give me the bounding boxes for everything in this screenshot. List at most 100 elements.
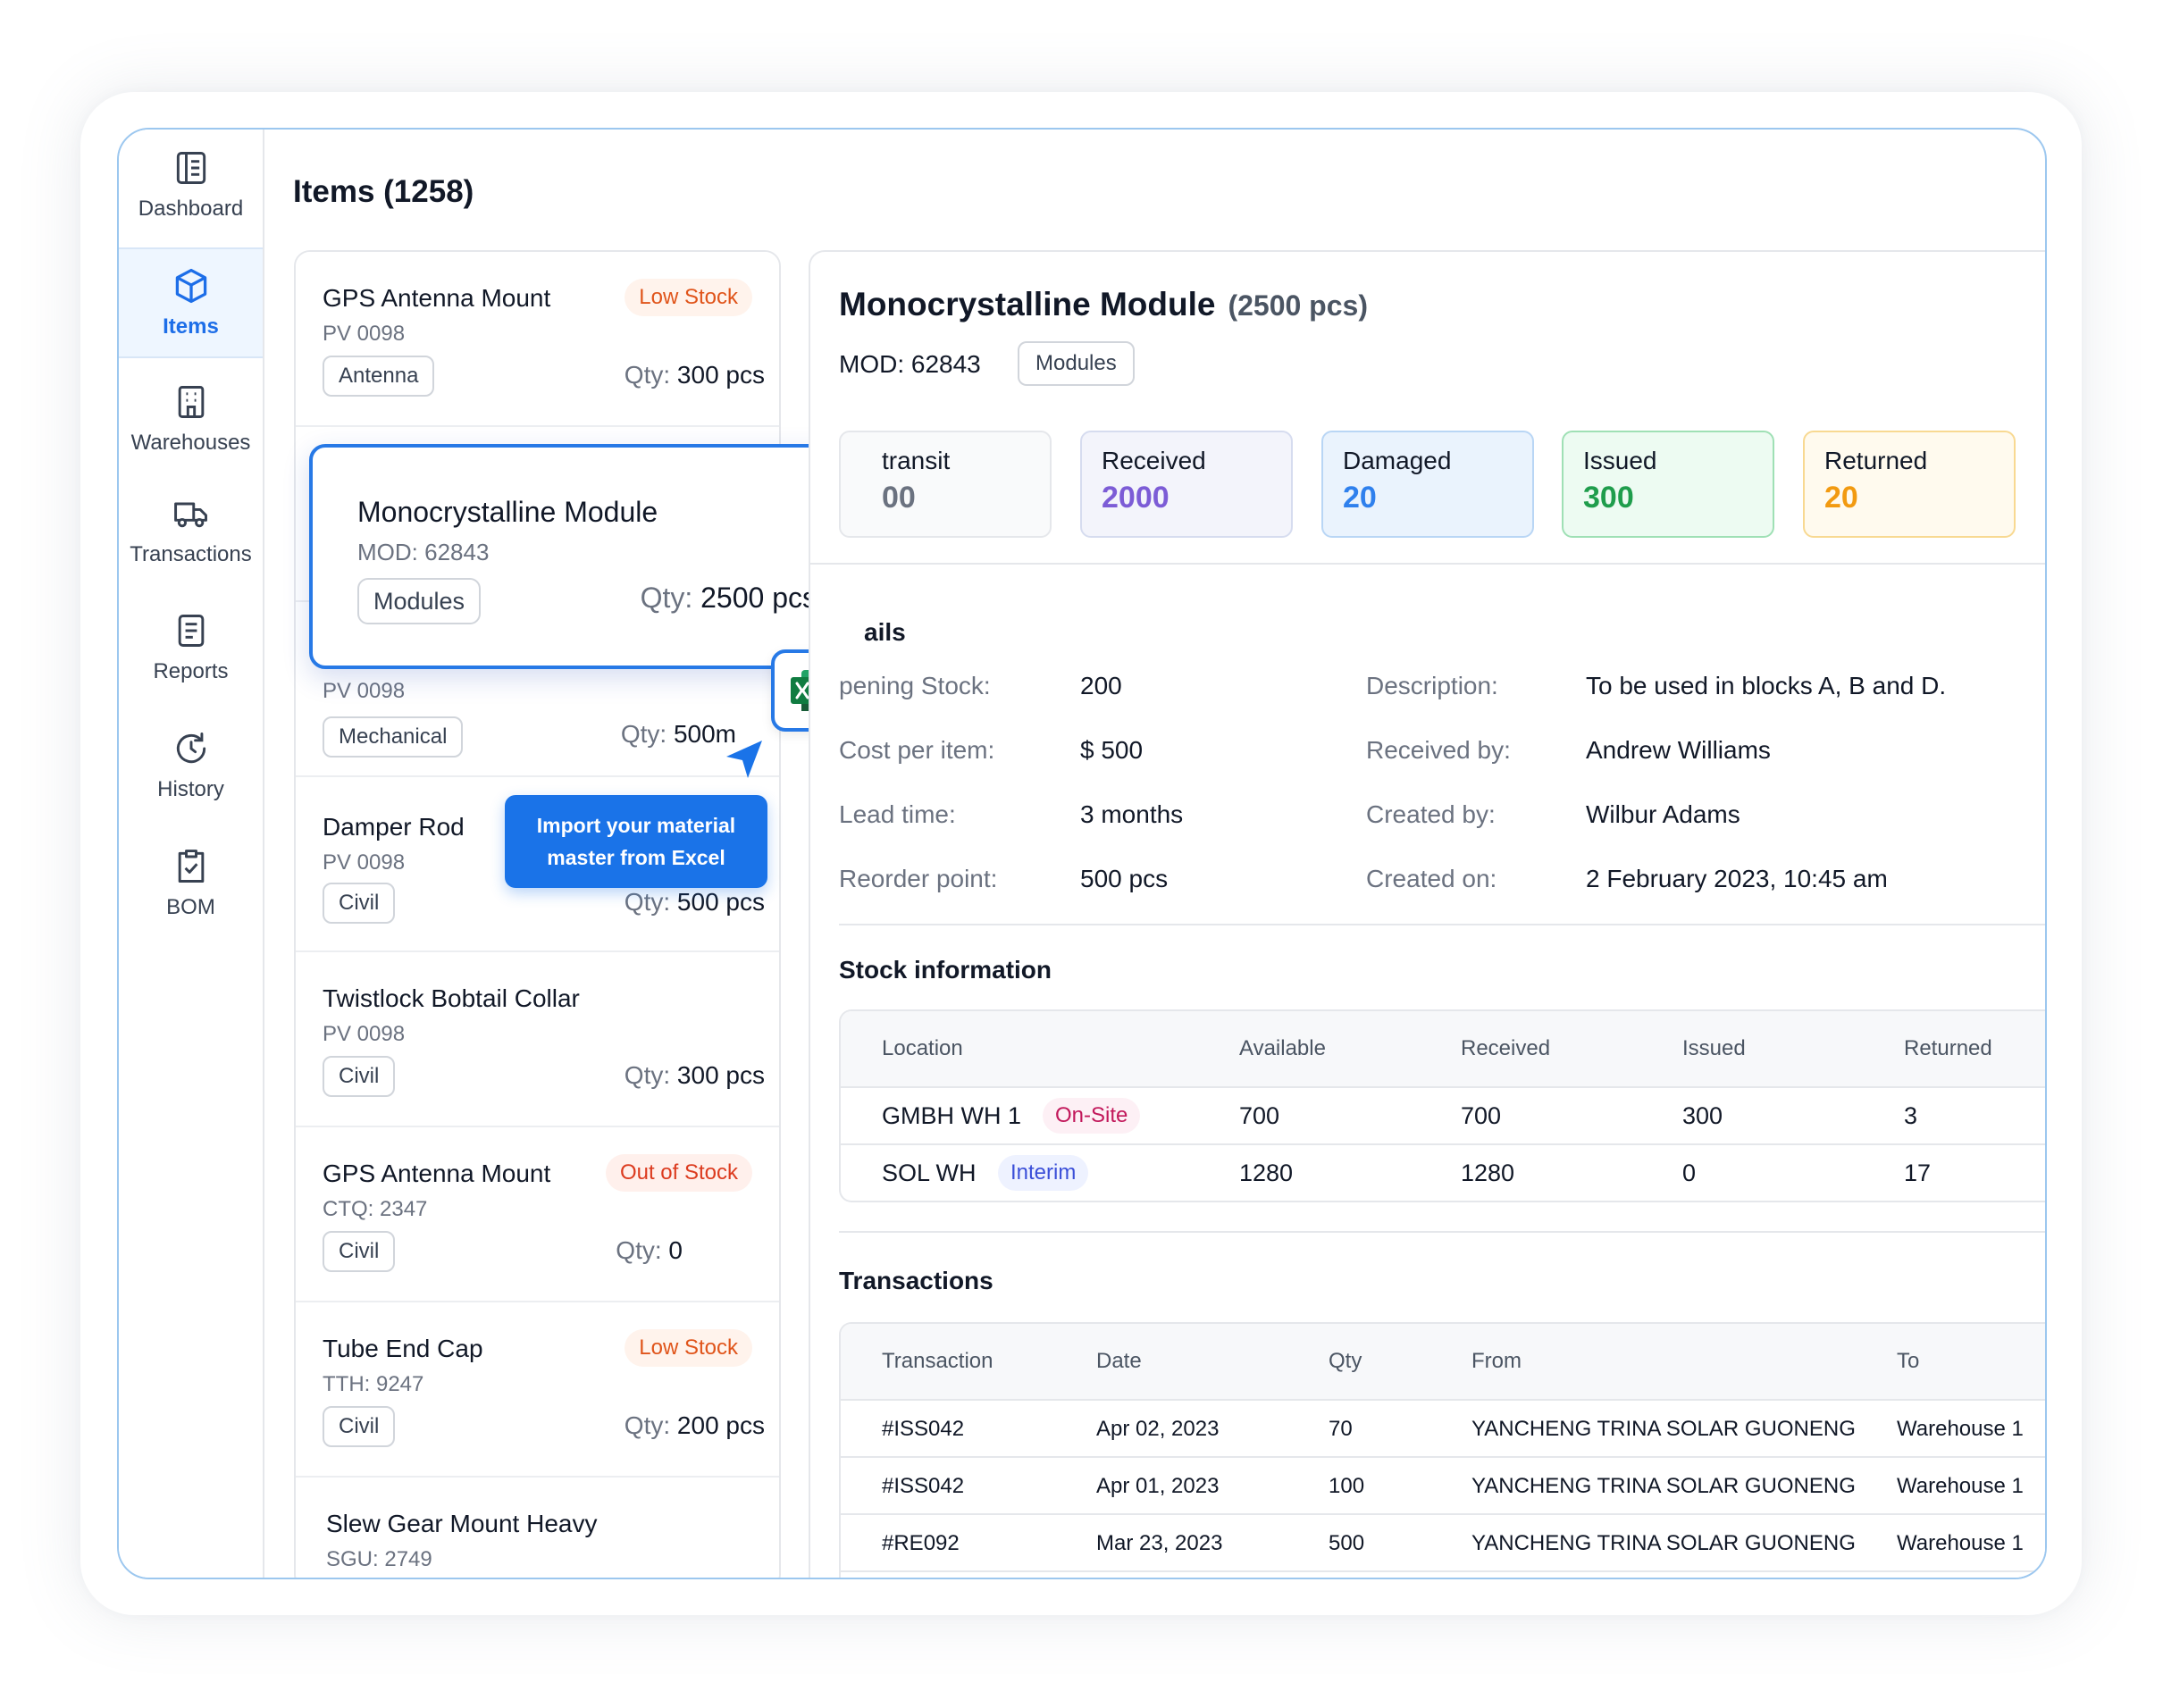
sidebar-item-items[interactable]: Items: [119, 247, 263, 358]
table-header: Location Available Received Issued Retur…: [841, 1011, 2045, 1088]
detail-value: $ 500: [1080, 736, 1144, 764]
transactions-title: Transactions: [839, 1267, 993, 1294]
detail-value: 200: [1080, 672, 1122, 699]
issued-cell: 0: [1682, 1160, 1697, 1186]
column-header: Date: [1096, 1349, 1142, 1373]
item-qty: Qty: 2500 pcs: [640, 582, 817, 614]
from-cell: YANCHENG TRINA SOLAR GUONENG: [1471, 1474, 1856, 1498]
sidebar-item-history[interactable]: History: [119, 710, 263, 821]
selected-item-card[interactable]: Monocrystalline Module MOD: 62843 Module…: [309, 444, 836, 669]
item-code: PV 0098: [323, 679, 406, 703]
location-cell: SOL WH: [882, 1160, 977, 1186]
column-header: Transaction: [882, 1349, 993, 1373]
stat-damaged: Damaged 20: [1321, 431, 1534, 538]
list-item[interactable]: Twistlock Bobtail Collar PV 0098 Civil Q…: [296, 952, 779, 1127]
sidebar-item-transactions[interactable]: Transactions: [119, 475, 263, 586]
transaction-id[interactable]: #ISS042: [882, 1474, 965, 1498]
location-type-badge: On-Site: [1043, 1098, 1141, 1134]
detail-label: Cost per item:: [839, 736, 995, 764]
table-row[interactable]: #RE092 Mar 23, 2023 500 YANCHENG TRINA S…: [841, 1515, 2045, 1572]
divider: [839, 1231, 2045, 1233]
document-icon: [178, 615, 204, 647]
detail-label: Description:: [1366, 672, 1498, 699]
stock-info-title: Stock information: [839, 956, 1052, 984]
to-cell: Warehouse 1: [1897, 1474, 2024, 1498]
date-cell: Apr 02, 2023: [1096, 1417, 1220, 1441]
page-title: Items (1258): [293, 174, 474, 209]
sidebar-item-bom[interactable]: BOM: [119, 828, 263, 939]
detail-value: 2 February 2023, 10:45 am: [1586, 865, 1888, 892]
item-list: GPS Antenna Mount Low Stock PV 0098 Ante…: [294, 250, 781, 1578]
available-cell: 700: [1239, 1102, 1280, 1129]
item-qty: Qty: 500 pcs: [624, 888, 765, 916]
sidebar-item-label: Dashboard: [138, 197, 244, 221]
category-tag: Modules: [357, 578, 482, 624]
location-type-badge: Interim: [998, 1155, 1089, 1191]
column-header: Location: [882, 1036, 963, 1060]
item-name: Damper Rod: [323, 813, 465, 841]
item-code: TTH: 9247: [323, 1372, 424, 1396]
sidebar: Dashboard Items Warehouses Transactions …: [119, 130, 264, 1578]
history-icon: [176, 733, 205, 764]
item-name: Tube End Cap: [323, 1335, 483, 1362]
column-header: To: [1897, 1349, 1920, 1373]
returned-cell: 3: [1904, 1102, 1918, 1129]
qty-cell: 70: [1329, 1417, 1353, 1441]
table-row[interactable]: #ISS042 Apr 01, 2023 100 YANCHENG TRINA …: [841, 1458, 2045, 1515]
detail-code: MOD: 62843: [839, 350, 981, 378]
category-tag: Civil: [323, 1406, 396, 1447]
detail-value: 500 pcs: [1080, 865, 1169, 892]
qty-cell: 100: [1329, 1474, 1365, 1498]
detail-label: Created by:: [1366, 800, 1496, 828]
list-item[interactable]: Tube End Cap Low Stock TTH: 9247 Civil Q…: [296, 1302, 779, 1478]
sidebar-item-reports[interactable]: Reports: [119, 592, 263, 703]
category-tag: Civil: [323, 883, 396, 924]
clipboard-check-icon: [178, 850, 204, 883]
sidebar-item-dashboard[interactable]: Dashboard: [119, 130, 263, 240]
column-header: Received: [1461, 1036, 1551, 1060]
item-name: GPS Antenna Mount: [323, 284, 551, 312]
cube-icon: [175, 268, 206, 304]
table-row[interactable]: #ISS042 Apr 02, 2023 70 YANCHENG TRINA S…: [841, 1401, 2045, 1458]
detail-value: Wilbur Adams: [1586, 800, 1740, 828]
column-header: Qty: [1329, 1349, 1362, 1373]
transaction-id[interactable]: #RE092: [882, 1531, 960, 1555]
item-name: Twistlock Bobtail Collar: [323, 984, 580, 1012]
column-header: From: [1471, 1349, 1522, 1373]
available-cell: 1280: [1239, 1160, 1294, 1186]
layout-icon: [176, 152, 205, 184]
category-tag: Modules: [1018, 341, 1135, 386]
table-row[interactable]: SOL WH Interim 1280 1280 0 17: [841, 1145, 2045, 1201]
table-row[interactable]: GMBH WH 1 On-Site 700 700 300 3: [841, 1088, 2045, 1145]
import-tooltip: Import your material master from Excel: [505, 795, 767, 888]
stat-in-transit: transit 00: [839, 431, 1052, 538]
table-header: Transaction Date Qty From To: [841, 1324, 2045, 1401]
category-tag: Civil: [323, 1231, 396, 1272]
detail-label: Lead time:: [839, 800, 956, 828]
category-tag: Civil: [323, 1056, 396, 1097]
item-code: SGU: 2749: [326, 1547, 432, 1571]
sidebar-item-label: Reports: [153, 659, 229, 683]
item-detail-panel: Monocrystalline Module (2500 pcs) MOD: 62…: [809, 250, 2045, 1578]
detail-title: Monocrystalline Module (2500 pcs): [839, 286, 1368, 322]
list-item[interactable]: GPS Antenna Mount Out of Stock CTQ: 2347…: [296, 1127, 779, 1302]
detail-label: Created on:: [1366, 865, 1497, 892]
sidebar-item-label: History: [157, 777, 224, 801]
detail-label: Reorder point:: [839, 865, 998, 892]
transaction-id[interactable]: #ISS042: [882, 1417, 965, 1441]
status-badge: Out of Stock: [605, 1154, 752, 1192]
sidebar-item-label: Items: [163, 314, 219, 339]
list-item[interactable]: GPS Antenna Mount Low Stock PV 0098 Ante…: [296, 252, 779, 427]
column-header: Available: [1239, 1036, 1326, 1060]
app-window: Dashboard Items Warehouses Transactions …: [117, 128, 2047, 1579]
returned-cell: 17: [1904, 1160, 1932, 1186]
status-badge: Low Stock: [625, 1329, 752, 1367]
item-qty: Qty: 300 pcs: [624, 1061, 765, 1089]
stat-issued: Issued 300: [1562, 431, 1774, 538]
sidebar-item-warehouses[interactable]: Warehouses: [119, 364, 263, 474]
to-cell: Warehouse 1: [1897, 1531, 2024, 1555]
divider: [839, 924, 2045, 925]
category-tag: Antenna: [323, 356, 435, 397]
list-item[interactable]: Slew Gear Mount Heavy SGU: 2749: [296, 1478, 779, 1578]
item-name: Slew Gear Mount Heavy: [326, 1510, 598, 1537]
